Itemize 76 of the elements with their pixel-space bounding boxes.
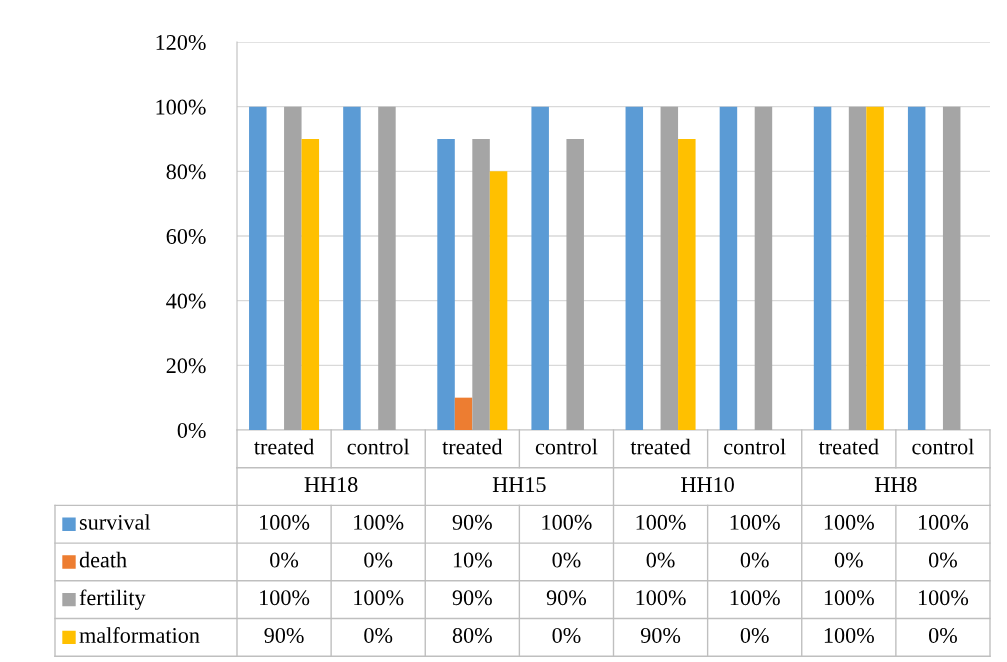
data-label: 100% (824, 514, 874, 530)
x-tick-label: control (912, 438, 974, 455)
data-label: 0% (552, 552, 581, 568)
data-label: 100% (636, 514, 686, 530)
data-label: 0% (740, 552, 769, 568)
bar (454, 397, 473, 430)
data-label: 90% (546, 590, 587, 606)
data-label: 90% (264, 627, 304, 643)
legend-label: fertility (79, 589, 146, 610)
y-tick-label: 120% (156, 34, 206, 50)
bar (754, 106, 773, 430)
legend-label: death (79, 551, 127, 568)
data-label: 0% (928, 552, 957, 568)
data-label: 100% (824, 627, 874, 643)
text: HH8 (874, 477, 917, 493)
data-label: 0% (928, 627, 957, 643)
data-label: 0% (646, 552, 675, 568)
x-tick-label: control (724, 438, 786, 455)
data-label: 0% (364, 627, 393, 643)
data-label: 100% (730, 514, 780, 530)
bar (437, 139, 455, 430)
y-tick-label: 60% (166, 228, 206, 244)
bar (378, 106, 396, 430)
bar (566, 139, 584, 430)
data-label: 100% (918, 590, 969, 606)
text: HH18 (304, 477, 358, 493)
data-label: 0% (270, 552, 299, 568)
bar (719, 106, 738, 430)
bar (942, 106, 961, 430)
x-tick-label: treated (818, 438, 879, 455)
text: HH15 (492, 477, 546, 493)
data-label: 100% (354, 514, 404, 530)
y-tick-label: 40% (166, 293, 206, 309)
x-tick-label: treated (254, 438, 315, 455)
bar (625, 106, 644, 430)
data-label: 100% (260, 590, 310, 606)
x-tick-label: control (535, 438, 598, 455)
x-tick-label: treated (630, 438, 691, 455)
bar (489, 171, 508, 430)
data-label: 80% (452, 627, 492, 643)
bar (249, 106, 267, 430)
data-label: 90% (452, 590, 492, 606)
y-tick-label: 20% (166, 358, 206, 374)
data-label: 100% (636, 590, 686, 606)
data-label: 100% (730, 590, 780, 606)
data-label: 100% (354, 590, 404, 606)
data-label: 0% (364, 552, 393, 568)
data-label: 100% (824, 590, 874, 606)
bar (813, 106, 832, 430)
bar (848, 106, 867, 430)
data-label: 0% (552, 627, 581, 643)
data-label: 100% (918, 514, 969, 530)
bar (301, 139, 320, 430)
bar (866, 106, 884, 430)
bar (284, 106, 302, 430)
x-tick-label: control (347, 438, 410, 455)
data-label: 10% (453, 552, 492, 568)
y-tick-label: 80% (166, 164, 206, 180)
bar (343, 106, 361, 430)
data-label: 0% (834, 552, 863, 568)
bar (660, 106, 679, 430)
bar (907, 106, 926, 430)
y-tick-label: 0% (177, 422, 206, 438)
bar (531, 106, 549, 430)
bar (678, 139, 696, 430)
data-label: 100% (542, 514, 592, 530)
bar (472, 139, 490, 430)
data-label: 90% (452, 514, 492, 530)
data-label: 100% (260, 514, 310, 530)
data-label: 90% (640, 627, 681, 643)
x-tick-label: treated (442, 438, 503, 455)
y-tick-label: 100% (156, 99, 206, 115)
text: HH10 (681, 477, 734, 493)
data-label: 0% (740, 627, 769, 643)
legend-label: malformation (79, 627, 200, 643)
legend-label: survival (79, 514, 151, 530)
